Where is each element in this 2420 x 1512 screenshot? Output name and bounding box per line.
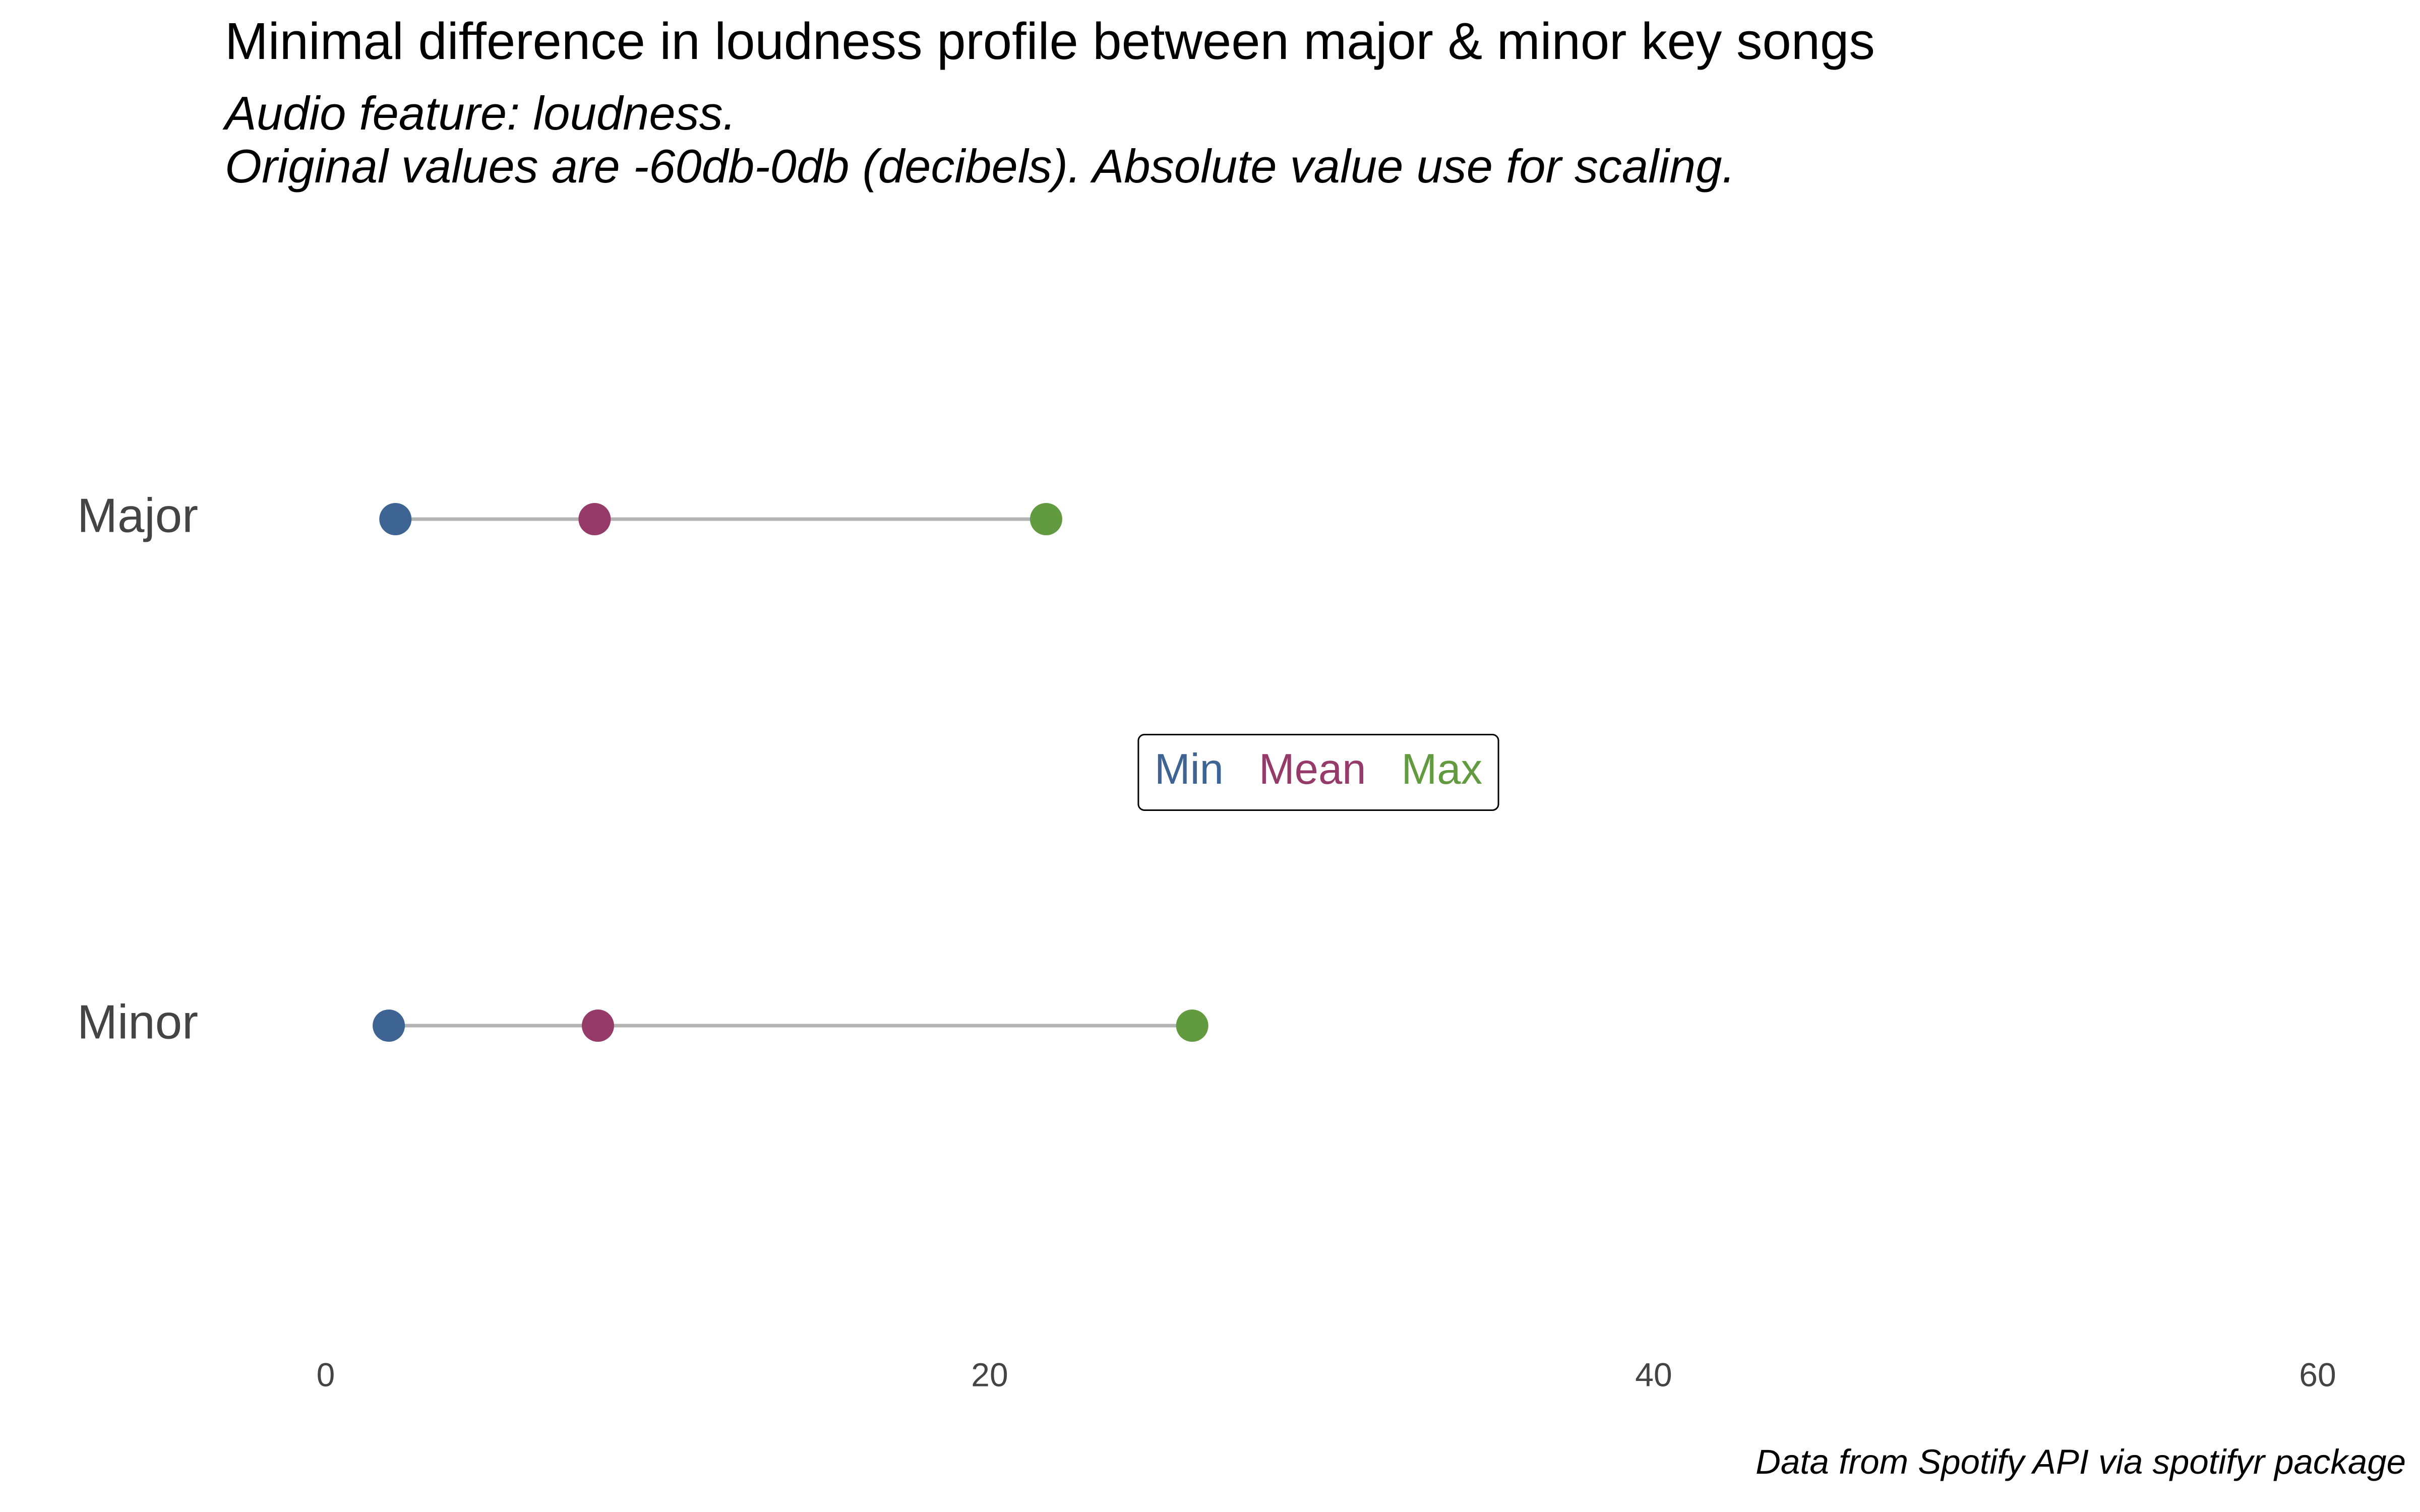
point-major-min <box>379 503 412 535</box>
data-points <box>373 503 1208 1042</box>
chart-caption: Data from Spotify API via spotifyr packa… <box>1756 1442 2406 1481</box>
legend-items: Min Mean Max <box>1155 745 1482 793</box>
category-label-minor: Minor <box>77 995 198 1049</box>
point-major-mean <box>578 503 611 535</box>
legend-box <box>1137 734 1499 811</box>
chart-subtitle: Audio feature: loudness. Original values… <box>225 87 1735 193</box>
range-segments <box>389 517 1192 1028</box>
legend-entry-max: Max <box>1402 745 1483 793</box>
x-tick-label-40: 40 <box>1635 1356 1672 1393</box>
point-minor-mean <box>581 1010 614 1042</box>
point-minor-max <box>1176 1010 1208 1042</box>
x-tick-label-20: 20 <box>971 1356 1008 1393</box>
legend-entry-mean: Mean <box>1259 745 1366 793</box>
legend: Min Mean Max <box>1137 734 1499 811</box>
x-axis: 0 20 40 60 <box>317 1356 2336 1393</box>
x-tick-label-0: 0 <box>317 1356 335 1393</box>
subtitle-line-2: Original values are -60db-0db (decibels)… <box>225 140 1735 193</box>
point-major-max <box>1030 503 1062 535</box>
category-axis: Major Minor <box>77 488 198 1049</box>
subtitle-line-1: Audio feature: loudness. <box>225 87 736 140</box>
chart-title: Minimal difference in loudness profile b… <box>225 12 1875 70</box>
category-label-major: Major <box>77 488 198 542</box>
legend-entry-min: Min <box>1155 745 1224 793</box>
x-tick-label-60: 60 <box>2299 1356 2336 1393</box>
point-minor-min <box>373 1010 405 1042</box>
